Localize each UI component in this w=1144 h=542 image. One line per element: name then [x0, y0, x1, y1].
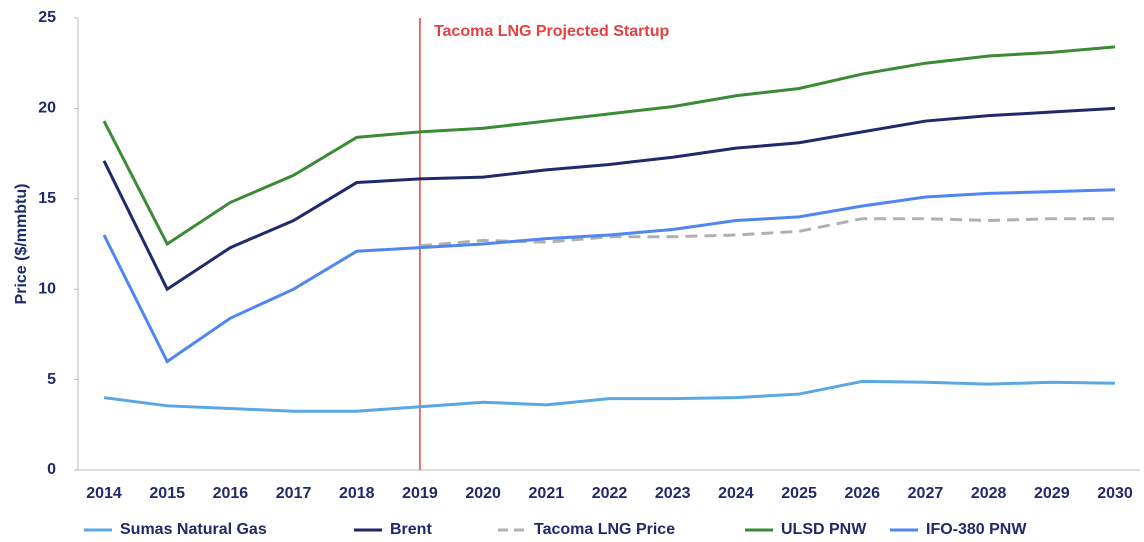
- series-line: [102, 106, 1116, 292]
- x-tick-label: 2026: [844, 485, 880, 502]
- x-tick-label: 2029: [1034, 485, 1070, 502]
- y-tick-label: 0: [47, 461, 56, 478]
- x-tick-label: 2017: [276, 485, 312, 502]
- y-tick-label: 10: [38, 280, 56, 297]
- y-tick-label: 25: [38, 9, 56, 26]
- series-line: [102, 45, 1116, 247]
- x-tick-label: 2016: [213, 485, 249, 502]
- x-tick-label: 2024: [718, 485, 754, 502]
- x-tick-label: 2018: [339, 485, 375, 502]
- x-tick-label: 2030: [1097, 485, 1133, 502]
- annotation-label: Tacoma LNG Projected Startup: [434, 23, 670, 40]
- legend-label: Brent: [390, 521, 432, 538]
- x-tick-label: 2021: [529, 485, 565, 502]
- y-tick-label: 20: [38, 100, 56, 117]
- y-tick-label: 15: [38, 190, 56, 207]
- series-line: [102, 188, 1116, 364]
- x-tick-label: 2028: [971, 485, 1007, 502]
- y-axis-label: Price ($/mmbtu): [13, 184, 30, 305]
- x-tick-label: 2020: [465, 485, 501, 502]
- x-tick-label: 2023: [655, 485, 691, 502]
- series-line: [419, 217, 1115, 248]
- legend-label: Sumas Natural Gas: [120, 521, 267, 538]
- x-tick-label: 2025: [781, 485, 817, 502]
- legend-label: Tacoma LNG Price: [534, 521, 675, 538]
- x-tick-label: 2027: [908, 485, 944, 502]
- legend-label: IFO-380 PNW: [926, 521, 1027, 538]
- x-tick-label: 2019: [402, 485, 438, 502]
- y-tick-label: 5: [47, 371, 56, 388]
- x-tick-label: 2015: [149, 485, 185, 502]
- series-line: [103, 379, 1116, 413]
- x-tick-label: 2022: [592, 485, 628, 502]
- legend-label: ULSD PNW: [781, 521, 867, 538]
- x-tick-label: 2014: [86, 485, 122, 502]
